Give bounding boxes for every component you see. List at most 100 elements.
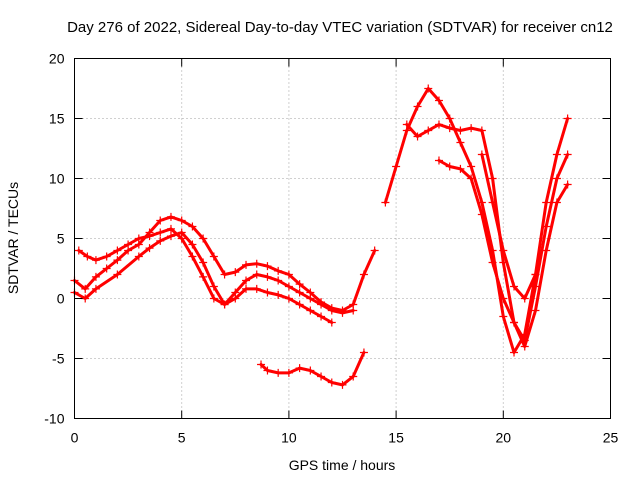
data-point-track-2 — [242, 276, 251, 285]
data-point-track-1 — [209, 252, 218, 261]
y-tick-label: -5 — [52, 351, 65, 367]
data-point-track-1 — [199, 234, 208, 243]
data-point-track-2 — [284, 282, 293, 291]
y-tick-label: 10 — [49, 171, 65, 187]
data-point-track-1 — [231, 268, 240, 277]
data-point-track-1 — [102, 264, 111, 273]
x-tick-label: 15 — [388, 430, 404, 446]
data-point-track-2 — [349, 306, 358, 315]
data-point-track-2 — [327, 306, 336, 315]
data-point-track-5 — [552, 150, 561, 159]
data-point-track-7 — [434, 156, 443, 165]
data-point-track-2 — [102, 252, 111, 261]
data-point-track-3 — [145, 244, 154, 253]
data-point-track-4 — [306, 366, 315, 375]
data-point-track-7 — [499, 294, 508, 303]
series-track-5 — [383, 87, 570, 354]
data-point-track-6 — [413, 132, 422, 141]
data-point-track-6 — [552, 174, 561, 183]
data-point-track-4 — [263, 366, 272, 375]
x-tick-label: 25 — [603, 430, 619, 446]
data-point-track-5 — [456, 138, 465, 147]
data-point-track-1 — [166, 212, 175, 221]
data-point-track-3 — [177, 228, 186, 237]
data-point-track-8 — [520, 294, 529, 303]
data-point-track-3 — [209, 282, 218, 291]
data-point-track-2 — [134, 234, 143, 243]
data-point-track-3 — [274, 290, 283, 299]
data-point-track-5 — [424, 84, 433, 93]
data-point-track-1 — [252, 259, 261, 268]
data-point-track-7 — [520, 342, 529, 351]
x-tick-label: 20 — [496, 430, 512, 446]
data-point-track-5 — [499, 312, 508, 321]
data-point-track-6 — [467, 124, 476, 133]
data-point-track-2 — [263, 272, 272, 281]
data-point-track-2 — [338, 308, 347, 317]
data-point-track-2 — [252, 270, 261, 279]
data-point-track-7 — [510, 318, 519, 327]
data-point-track-8 — [477, 150, 486, 159]
data-point-track-5 — [392, 162, 401, 171]
data-point-track-2 — [156, 228, 165, 237]
data-point-track-3 — [220, 300, 229, 309]
data-point-track-4 — [257, 360, 266, 369]
y-axis-label: SDTVAR / TECUs — [5, 182, 21, 294]
data-point-track-2 — [74, 246, 83, 255]
data-point-track-2 — [124, 240, 133, 249]
data-point-track-2 — [91, 256, 100, 265]
data-point-track-3 — [134, 252, 143, 261]
y-tick-label: 15 — [49, 111, 65, 127]
data-point-track-3 — [166, 232, 175, 241]
data-point-track-5 — [510, 348, 519, 357]
data-point-track-1 — [220, 270, 229, 279]
data-point-track-3 — [252, 284, 261, 293]
data-point-track-4 — [284, 368, 293, 377]
data-point-track-6 — [456, 126, 465, 135]
data-point-track-2 — [306, 294, 315, 303]
x-axis-ticks: 0 5 10 15 20 25 — [71, 58, 619, 446]
data-point-track-3 — [317, 312, 326, 321]
data-point-track-3 — [242, 284, 251, 293]
data-point-track-5 — [563, 114, 572, 123]
data-point-track-2 — [188, 252, 197, 261]
series-track-1 — [73, 215, 377, 312]
data-point-track-2 — [199, 272, 208, 281]
data-point-track-7 — [531, 306, 540, 315]
data-point-track-8 — [510, 282, 519, 291]
data-point-track-3 — [284, 294, 293, 303]
data-point-track-1 — [188, 222, 197, 231]
series-track-8 — [480, 153, 537, 300]
x-axis-label: GPS time / hours — [289, 457, 396, 473]
chart-title: Day 276 of 2022, Sidereal Day-to-day VTE… — [67, 19, 613, 36]
data-point-track-1 — [295, 280, 304, 289]
data-point-track-1 — [274, 266, 283, 275]
data-point-track-4 — [327, 378, 336, 387]
x-tick-label: 10 — [281, 430, 297, 446]
data-point-track-3 — [113, 270, 122, 279]
grid — [74, 58, 611, 419]
data-point-track-2 — [113, 246, 122, 255]
data-point-track-3 — [188, 240, 197, 249]
y-tick-label: -10 — [44, 411, 64, 427]
data-point-track-2 — [209, 294, 218, 303]
data-point-track-6 — [542, 222, 551, 231]
data-point-track-3 — [91, 284, 100, 293]
data-point-track-1 — [81, 284, 90, 293]
data-point-track-7 — [456, 164, 465, 173]
data-point-track-4 — [338, 380, 347, 389]
data-point-track-5 — [381, 198, 390, 207]
data-point-track-7 — [445, 162, 454, 171]
data-point-track-3 — [231, 294, 240, 303]
data-point-track-1 — [284, 270, 293, 279]
data-point-track-1 — [359, 270, 368, 279]
data-point-track-8 — [499, 246, 508, 255]
data-point-track-4 — [359, 348, 368, 357]
plot-marks — [70, 84, 572, 389]
data-point-track-7 — [467, 174, 476, 183]
data-point-track-2 — [145, 232, 154, 241]
data-point-track-4 — [349, 372, 358, 381]
data-point-track-3 — [156, 236, 165, 245]
y-tick-label: 20 — [49, 51, 65, 67]
